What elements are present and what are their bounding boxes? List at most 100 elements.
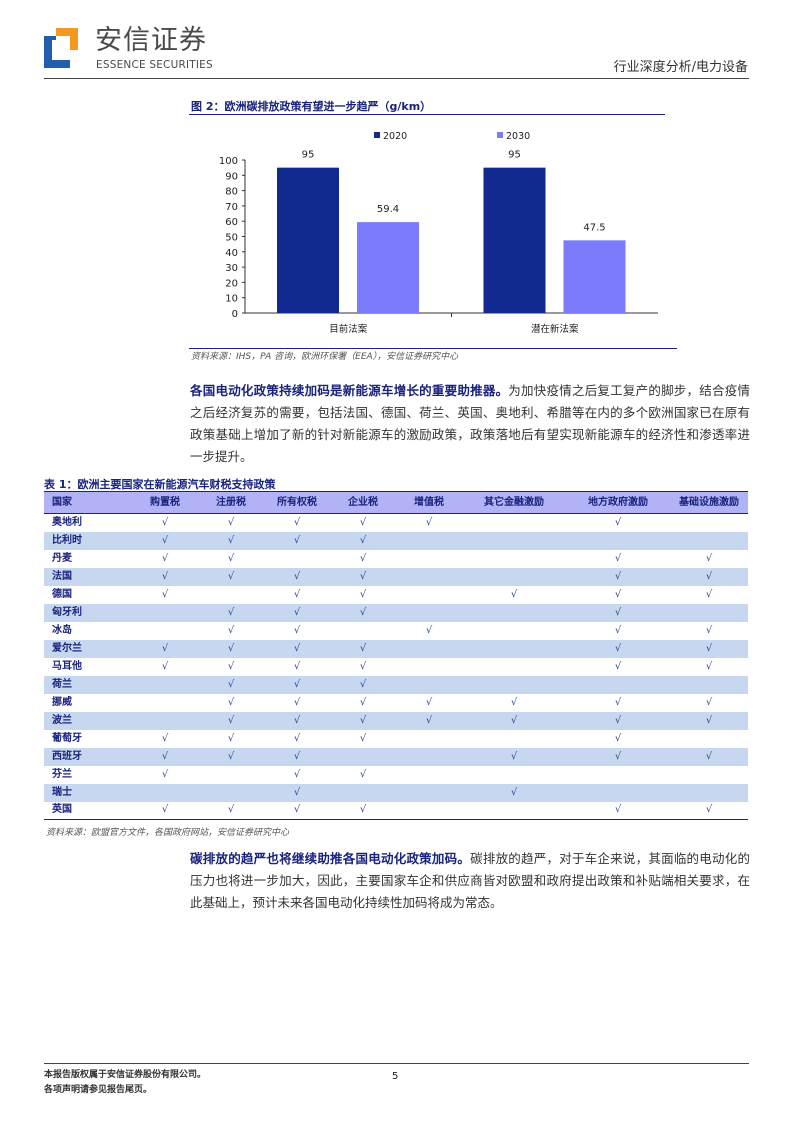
- data-label: 59.4: [377, 204, 399, 215]
- check-cell: √: [462, 747, 566, 766]
- table-row: 西班牙 √ √ √ √ √ √: [44, 747, 748, 766]
- check-cell: √: [293, 516, 301, 528]
- country-cell: 冰岛: [52, 624, 72, 636]
- country-cell: 法国: [44, 567, 132, 586]
- legend-label: 2020: [383, 131, 407, 142]
- check-cell: √: [227, 696, 235, 708]
- check-cell: √: [425, 624, 433, 636]
- country-cell: 奥地利: [52, 516, 82, 528]
- check-cell: [330, 747, 396, 766]
- country-cell: 丹麦: [52, 552, 72, 564]
- paragraph-lead: 各国电动化政策持续加码是新能源车增长的重要助推器。: [190, 383, 509, 398]
- table-row: 德国 √ √ √ √ √ √: [44, 586, 748, 604]
- check-cell: √: [330, 531, 396, 550]
- table-row: 波兰 √ √ √ √ √ √ √: [44, 711, 748, 730]
- check-cell: √: [566, 567, 670, 586]
- y-tick-label: 70: [225, 202, 238, 213]
- check-cell: √: [264, 531, 330, 550]
- check-cell: √: [462, 711, 566, 730]
- check-cell: √: [670, 711, 748, 730]
- check-cell: √: [227, 552, 235, 564]
- check-cell: √: [705, 804, 713, 816]
- check-cell: √: [566, 603, 670, 622]
- check-cell: √: [293, 768, 301, 780]
- country-cell: 德国: [52, 588, 72, 600]
- check-cell: √: [293, 624, 301, 636]
- figure-title-rule: [189, 114, 665, 115]
- figure-title: 图 2：欧洲碳排放政策有望进一步趋严（g/km）: [191, 100, 432, 113]
- check-cell: √: [132, 639, 198, 658]
- column-header: 基础设施激励: [670, 491, 748, 514]
- check-cell: √: [161, 588, 169, 600]
- column-header: 国家: [44, 491, 132, 514]
- check-cell: √: [161, 804, 169, 816]
- check-cell: [462, 658, 566, 676]
- check-cell: √: [264, 747, 330, 766]
- table-row: 奥地利 √ √ √ √ √ √: [44, 514, 748, 532]
- brand-name-cn: 安信证券: [95, 25, 207, 56]
- column-header: 地方政府激励: [566, 491, 670, 514]
- column-header: 购置税: [132, 491, 198, 514]
- check-cell: √: [614, 660, 622, 672]
- check-cell: √: [198, 675, 264, 694]
- table-row: 丹麦 √ √ √ √ √: [44, 550, 748, 568]
- bar-chart: 0102030405060708090100目前法案9559.4潜在新法案954…: [219, 131, 658, 335]
- check-cell: √: [705, 660, 713, 672]
- check-cell: √: [614, 696, 622, 708]
- check-cell: [462, 675, 566, 694]
- check-cell: [330, 622, 396, 640]
- check-cell: [198, 783, 264, 802]
- check-cell: [462, 550, 566, 568]
- column-header: 所有权税: [264, 491, 330, 514]
- check-cell: √: [614, 552, 622, 564]
- check-cell: √: [227, 804, 235, 816]
- check-cell: [396, 658, 462, 676]
- check-cell: [396, 639, 462, 658]
- check-cell: [462, 766, 566, 784]
- y-tick-label: 60: [225, 217, 238, 228]
- check-cell: √: [264, 603, 330, 622]
- check-cell: √: [396, 711, 462, 730]
- table-row: 比利时 √ √ √ √: [44, 531, 748, 550]
- check-cell: √: [293, 588, 301, 600]
- check-cell: [566, 675, 670, 694]
- y-tick-label: 20: [225, 278, 238, 289]
- y-tick-label: 30: [225, 263, 238, 274]
- country-cell: 葡萄牙: [52, 732, 82, 744]
- check-cell: √: [359, 696, 367, 708]
- disclaimer-note: 各项声明请参见报告尾页。: [44, 1085, 153, 1095]
- check-cell: √: [330, 639, 396, 658]
- check-cell: [396, 747, 462, 766]
- footer-divider: [44, 1063, 749, 1064]
- check-cell: √: [359, 732, 367, 744]
- check-cell: √: [198, 567, 264, 586]
- country-cell: 荷兰: [44, 675, 132, 694]
- check-cell: √: [330, 675, 396, 694]
- check-cell: [462, 730, 566, 748]
- paragraph-carbon: 碳排放的趋严也将继续助推各国电动化政策加码。碳排放的趋严，对于车企来说，其面临的…: [190, 848, 750, 914]
- check-cell: √: [705, 624, 713, 636]
- check-cell: √: [264, 711, 330, 730]
- check-cell: [198, 766, 264, 784]
- check-cell: [566, 531, 670, 550]
- column-header: 注册税: [198, 491, 264, 514]
- check-cell: √: [227, 732, 235, 744]
- check-cell: [670, 531, 748, 550]
- country-cell: 芬兰: [52, 768, 72, 780]
- bar-2020: [277, 167, 339, 313]
- check-cell: √: [614, 732, 622, 744]
- check-cell: [670, 783, 748, 802]
- table-row: 爱尔兰 √ √ √ √ √ √: [44, 639, 748, 658]
- y-tick-label: 50: [225, 233, 238, 244]
- check-cell: √: [161, 732, 169, 744]
- check-cell: √: [293, 696, 301, 708]
- check-cell: [396, 783, 462, 802]
- country-cell: 西班牙: [44, 747, 132, 766]
- country-cell: 英国: [52, 804, 72, 816]
- check-cell: √: [425, 516, 433, 528]
- check-cell: [396, 567, 462, 586]
- check-cell: √: [566, 639, 670, 658]
- check-cell: √: [510, 588, 518, 600]
- check-cell: √: [359, 768, 367, 780]
- check-cell: [396, 531, 462, 550]
